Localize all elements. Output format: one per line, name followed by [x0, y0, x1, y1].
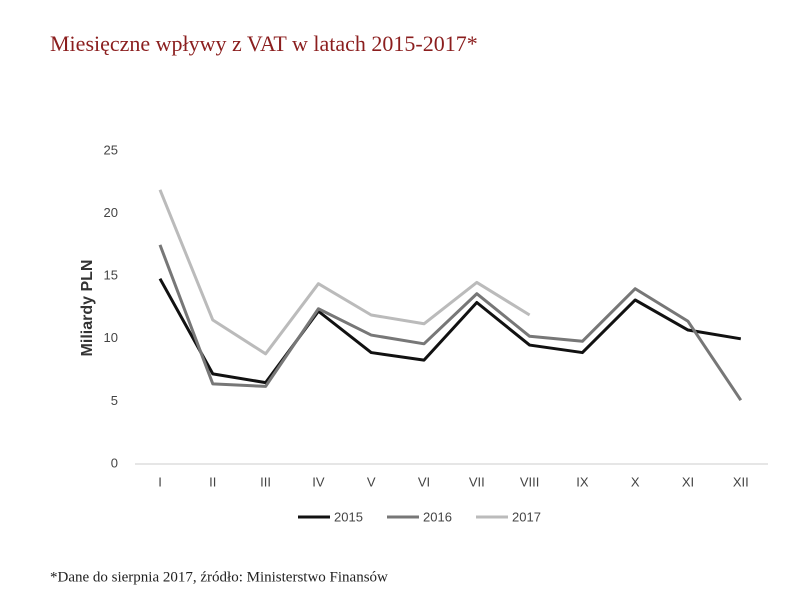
- x-tick-label: IX: [576, 474, 589, 489]
- legend-label: 2017: [512, 509, 541, 524]
- x-tick-label: XI: [682, 474, 694, 489]
- x-tick-label: VI: [418, 474, 430, 489]
- x-tick-label: IV: [312, 474, 325, 489]
- x-tick-label: VIII: [520, 474, 540, 489]
- x-tick-label: V: [367, 474, 376, 489]
- legend-label: 2015: [334, 509, 363, 524]
- series-line: [158, 189, 531, 356]
- legend-label: 2016: [423, 509, 452, 524]
- y-tick-label: 0: [111, 455, 118, 470]
- series-line: [158, 244, 743, 401]
- x-tick-label: II: [209, 474, 216, 489]
- x-tick-label: VII: [469, 474, 485, 489]
- x-tick-label: X: [631, 474, 640, 489]
- chart-title: Miesięczne wpływy z VAT w latach 2015-20…: [50, 31, 478, 56]
- y-tick-label: 25: [104, 142, 118, 157]
- x-tick-label: I: [158, 474, 162, 489]
- x-tick-label: XII: [733, 474, 749, 489]
- series-line: [158, 277, 742, 385]
- y-tick-label: 15: [104, 268, 118, 283]
- y-tick-label: 20: [104, 205, 118, 220]
- y-tick-label: 5: [111, 393, 118, 408]
- footnote: *Dane do sierpnia 2017, źródło: Minister…: [50, 569, 388, 585]
- y-axis-label: Miliardy PLN: [79, 260, 96, 357]
- y-tick-label: 10: [104, 330, 118, 345]
- x-tick-label: III: [260, 474, 271, 489]
